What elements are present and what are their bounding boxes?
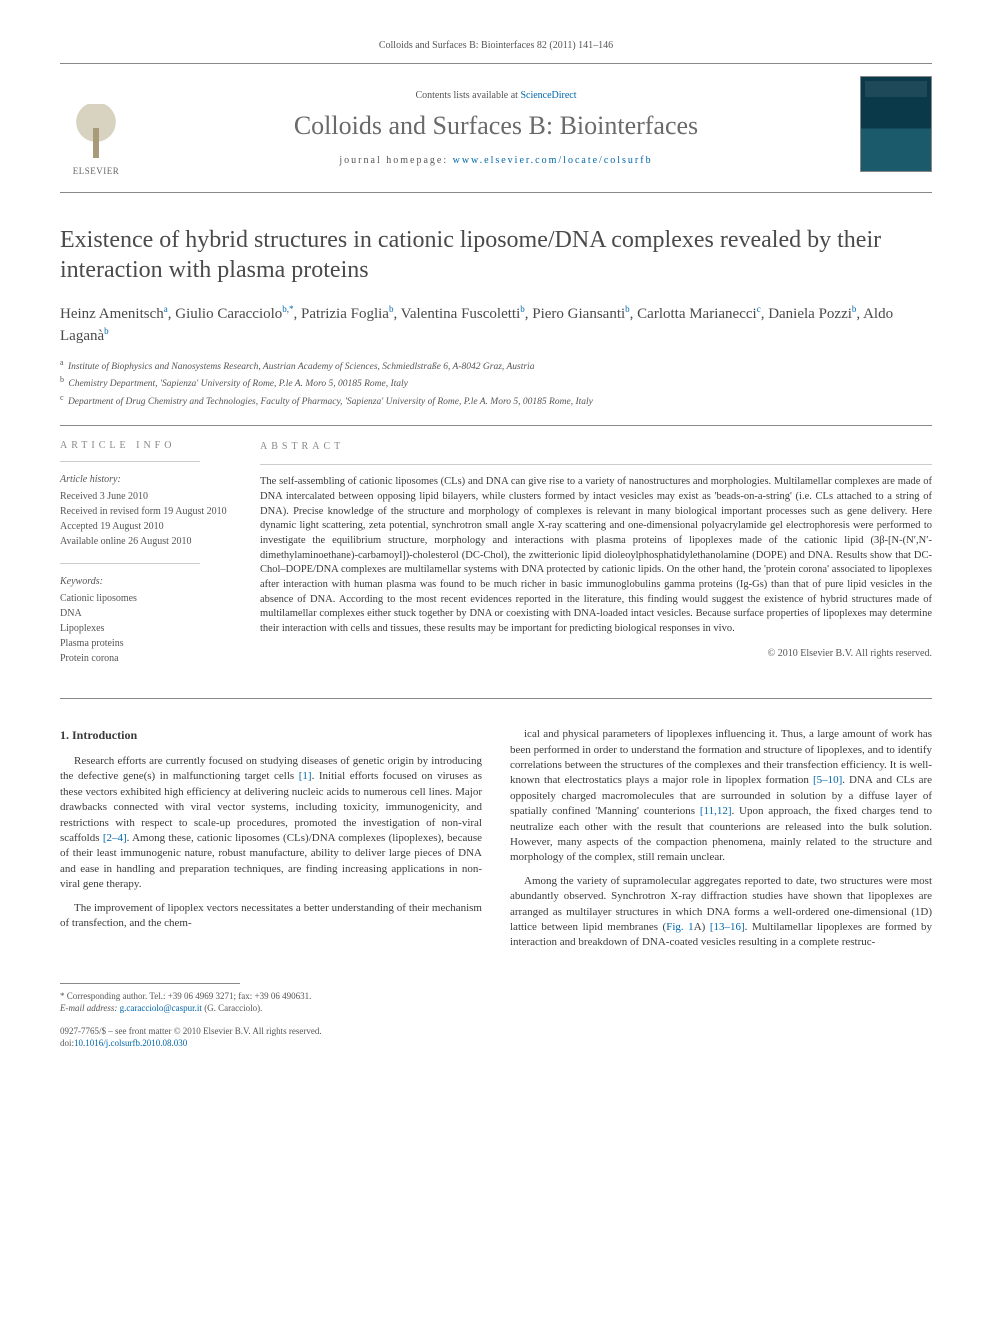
body-columns: 1. Introduction Research efforts are cur… xyxy=(60,727,932,950)
ref-link[interactable]: [5–10] xyxy=(813,774,842,786)
ref-link[interactable]: [13–16] xyxy=(710,921,745,933)
masthead-center: Contents lists available at ScienceDirec… xyxy=(132,76,860,180)
abstract-copyright: © 2010 Elsevier B.V. All rights reserved… xyxy=(260,647,932,661)
abstract-column: abstract The self-assembling of cationic… xyxy=(260,440,932,680)
figure-link[interactable]: Fig. 1 xyxy=(666,921,693,933)
issn-line: 0927-7765/$ – see front matter © 2010 El… xyxy=(60,1025,932,1038)
body-paragraph: Research efforts are currently focused o… xyxy=(60,754,482,893)
article-info-heading: article info xyxy=(60,440,236,451)
section-heading: 1. Introduction xyxy=(60,727,482,744)
divider xyxy=(60,461,200,462)
paper-title: Existence of hybrid structures in cation… xyxy=(60,225,932,285)
keywords-block: Keywords: Cationic liposomes DNA Lipople… xyxy=(60,574,236,666)
contents-line: Contents lists available at ScienceDirec… xyxy=(415,90,576,101)
body-paragraph: ical and physical parameters of lipoplex… xyxy=(510,727,932,866)
elsevier-label: ELSEVIER xyxy=(73,166,120,176)
divider xyxy=(60,563,200,564)
keyword: Lipoplexes xyxy=(60,621,236,636)
journal-name: Colloids and Surfaces B: Biointerfaces xyxy=(294,111,698,141)
history-line: Available online 26 August 2010 xyxy=(60,534,236,549)
journal-cover-thumb xyxy=(860,76,932,172)
homepage-prefix: journal homepage: xyxy=(339,155,452,166)
history-line: Accepted 19 August 2010 xyxy=(60,519,236,534)
ref-link[interactable]: [11,12] xyxy=(700,805,732,817)
contents-prefix: Contents lists available at xyxy=(415,90,520,101)
elsevier-logo: ELSEVIER xyxy=(60,76,132,180)
citation-line: Colloids and Surfaces B: Biointerfaces 8… xyxy=(60,40,932,51)
history-line: Received in revised form 19 August 2010 xyxy=(60,504,236,519)
history-label: Article history: xyxy=(60,472,236,487)
authors-list: Heinz Amenitscha, Giulio Caracciolob,*, … xyxy=(60,303,932,347)
body-paragraph: The improvement of lipoplex vectors nece… xyxy=(60,901,482,932)
keywords-label: Keywords: xyxy=(60,574,236,589)
page-footer: * Corresponding author. Tel.: +39 06 496… xyxy=(60,983,932,1050)
affiliations: a Institute of Biophysics and Nanosystem… xyxy=(60,357,932,409)
email-suffix: (G. Caracciolo). xyxy=(202,1003,262,1013)
affiliation-line: b Chemistry Department, 'Sapienza' Unive… xyxy=(60,374,932,391)
abstract-text: The self-assembling of cationic liposome… xyxy=(260,475,932,637)
body-paragraph: Among the variety of supramolecular aggr… xyxy=(510,874,932,951)
keyword: DNA xyxy=(60,606,236,621)
doi-link[interactable]: 10.1016/j.colsurfb.2010.08.030 xyxy=(74,1038,187,1048)
homepage-line: journal homepage: www.elsevier.com/locat… xyxy=(339,155,652,166)
corresponding-email-line: E-mail address: g.caracciolo@caspur.it (… xyxy=(60,1002,932,1015)
sciencedirect-link[interactable]: ScienceDirect xyxy=(520,90,576,101)
keyword: Plasma proteins xyxy=(60,636,236,651)
email-label: E-mail address: xyxy=(60,1003,120,1013)
ref-link[interactable]: [1] xyxy=(299,770,312,782)
elsevier-tree-icon xyxy=(71,104,121,164)
keyword: Cationic liposomes xyxy=(60,591,236,606)
info-abstract-row: article info Article history: Received 3… xyxy=(60,425,932,699)
keyword: Protein corona xyxy=(60,651,236,666)
abstract-heading: abstract xyxy=(260,440,932,454)
affiliation-line: a Institute of Biophysics and Nanosystem… xyxy=(60,357,932,374)
corresponding-author-line: * Corresponding author. Tel.: +39 06 496… xyxy=(60,990,932,1003)
doi-label: doi: xyxy=(60,1038,74,1048)
divider xyxy=(260,464,932,465)
homepage-link[interactable]: www.elsevier.com/locate/colsurfb xyxy=(453,155,653,166)
masthead: ELSEVIER Contents lists available at Sci… xyxy=(60,63,932,193)
ref-link[interactable]: [2–4] xyxy=(103,832,127,844)
history-line: Received 3 June 2010 xyxy=(60,489,236,504)
doi-line: doi:10.1016/j.colsurfb.2010.08.030 xyxy=(60,1037,932,1050)
affiliation-line: c Department of Drug Chemistry and Techn… xyxy=(60,392,932,409)
footer-rule xyxy=(60,983,240,984)
email-link[interactable]: g.caracciolo@caspur.it xyxy=(120,1003,202,1013)
article-info-column: article info Article history: Received 3… xyxy=(60,440,260,680)
article-history: Article history: Received 3 June 2010 Re… xyxy=(60,472,236,549)
